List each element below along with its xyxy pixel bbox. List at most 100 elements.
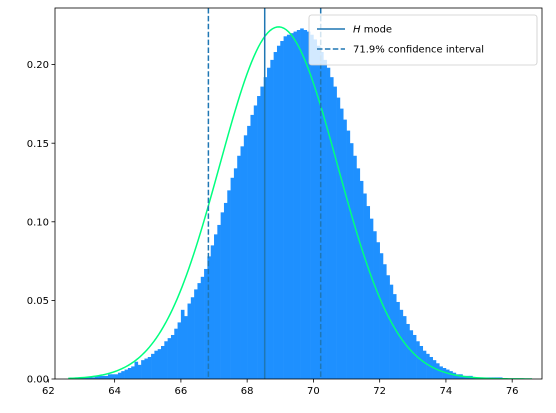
histogram-bar: [144, 358, 149, 379]
histogram-bar: [353, 155, 357, 379]
plot-area: [68, 8, 533, 379]
x-tick-label: 62: [42, 386, 55, 397]
histogram-bar: [237, 155, 241, 379]
legend-label: 71.9% confidence interval: [353, 45, 484, 56]
histogram-bar: [402, 316, 407, 379]
histogram-bar: [386, 275, 390, 379]
histogram-bar: [151, 353, 155, 379]
y-tick-label: 0.20: [27, 60, 49, 71]
histogram-bar: [147, 356, 152, 379]
histogram-bar: [227, 190, 231, 379]
histogram-bar: [435, 363, 440, 379]
histogram-bar: [310, 34, 314, 379]
histogram-bar: [369, 218, 374, 379]
histogram-bar: [164, 341, 168, 379]
histogram-bar: [283, 36, 288, 379]
histogram-bar: [161, 345, 165, 379]
histogram-bar: [184, 316, 188, 379]
histogram-bar: [449, 371, 453, 379]
histogram-bar: [170, 334, 175, 379]
histogram-bar: [111, 374, 115, 379]
histogram-bar: [187, 303, 192, 379]
histogram-bar: [373, 231, 377, 379]
histogram-bar: [137, 364, 142, 379]
histogram-bar: [293, 31, 298, 379]
histogram-bar: [329, 77, 334, 379]
histogram-bar: [154, 350, 158, 379]
histogram-bar: [180, 309, 185, 379]
y-tick-label: 0.15: [27, 139, 49, 150]
histogram-bar: [316, 45, 321, 379]
legend-box: [308, 14, 538, 66]
histogram-bar: [217, 224, 221, 379]
histogram-bar: [303, 30, 308, 379]
x-tick-label: 76: [506, 386, 519, 397]
histogram-bar: [190, 297, 195, 379]
histogram-bar: [200, 276, 205, 379]
x-tick-label: 64: [108, 386, 121, 397]
x-tick-label: 74: [440, 386, 453, 397]
histogram-bar: [366, 206, 371, 379]
histogram-bar: [306, 31, 311, 379]
histogram-bar: [167, 338, 172, 379]
histogram-bar: [233, 168, 238, 379]
histogram-bar: [207, 256, 211, 379]
histogram-bar: [276, 45, 281, 379]
histogram-bar: [210, 245, 215, 379]
histogram-bar: [323, 59, 327, 379]
histogram-bar: [114, 374, 119, 379]
histogram-bar: [121, 371, 125, 379]
histogram-bar: [108, 374, 112, 379]
histogram-bar: [257, 96, 261, 379]
histogram-bar: [223, 202, 228, 379]
x-tick-label: 72: [373, 386, 386, 397]
histogram-bar: [124, 369, 129, 379]
histogram-bar: [247, 125, 251, 379]
histogram-bar: [270, 59, 274, 379]
histogram-bar: [84, 377, 89, 379]
y-tick-label: 0.05: [27, 296, 49, 307]
histogram-bar: [412, 334, 417, 379]
histogram-bar: [286, 34, 291, 379]
axes-frame: [54, 7, 543, 380]
x-tick-label: 66: [175, 386, 188, 397]
histogram-bar: [88, 377, 92, 379]
histogram-bar: [127, 368, 132, 379]
x-tick-label: 68: [241, 386, 254, 397]
histogram-bar: [98, 375, 102, 379]
histogram-bar: [455, 374, 460, 379]
histogram-bar: [104, 375, 109, 379]
histogram-bar: [445, 369, 450, 379]
histogram-bar: [339, 108, 344, 379]
histogram-bar: [349, 143, 354, 379]
histogram-bar: [419, 345, 424, 379]
histogram-bar: [220, 212, 225, 379]
axes: 62 64 66 68 70 72 74 76 0.00 0.05 0.10 0.15 0.20: [27, 7, 543, 397]
histogram-bar: [379, 253, 384, 379]
histogram-bar: [296, 30, 301, 379]
histogram-bar: [313, 39, 318, 379]
histogram-bar: [346, 130, 351, 379]
legend-label-text: mode: [361, 25, 393, 36]
histogram-bar: [439, 366, 443, 379]
histogram-bar: [343, 119, 347, 379]
histogram-bar: [416, 341, 420, 379]
histogram-bar: [320, 52, 324, 379]
histogram-bar: [326, 67, 331, 379]
density-curve: [68, 26, 533, 379]
histogram-bar: [141, 360, 145, 379]
histogram-bar: [429, 356, 433, 379]
legend: H mode 71.9% confidence interval: [308, 14, 538, 66]
y-tick-label: 0.00: [27, 375, 49, 386]
histogram-bar: [396, 301, 400, 379]
histogram-bar: [290, 33, 294, 379]
histogram-bar: [406, 323, 410, 379]
histogram-bar: [356, 168, 361, 379]
histogram-bar: [250, 114, 255, 379]
histogram-bar: [197, 283, 202, 379]
histogram-bar: [333, 86, 337, 379]
histogram-bar: [243, 135, 248, 379]
histogram-bar: [399, 309, 404, 379]
histogram-bar: [194, 289, 198, 379]
